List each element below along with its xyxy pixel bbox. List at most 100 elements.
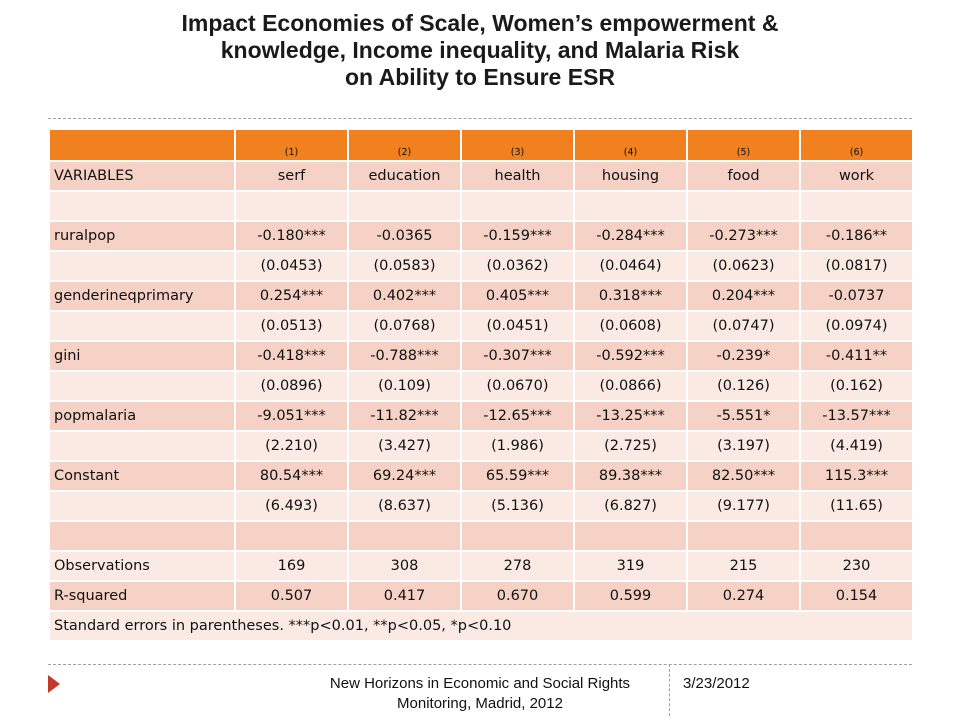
value-cell: (4.419) <box>799 430 914 462</box>
model-number-cell: (4) <box>573 128 688 162</box>
table-row: R-squared 0.507 0.417 0.670 0.599 0.274 0.154 <box>48 580 914 612</box>
value-cell <box>460 190 575 222</box>
value-cell: 0.670 <box>460 580 575 612</box>
value-cell: 0.274 <box>686 580 801 612</box>
table-row: gini -0.418*** -0.788*** -0.307*** -0.592***… <box>48 340 914 372</box>
value-cell: 0.417 <box>347 580 462 612</box>
value-cell: -5.551* <box>686 400 801 432</box>
value-cell: (0.162) <box>799 370 914 402</box>
value-cell: (0.0451) <box>460 310 575 342</box>
value-cell: -13.25*** <box>573 400 688 432</box>
value-cell <box>686 520 801 552</box>
value-cell: -0.307*** <box>460 340 575 372</box>
footer-arrow-icon <box>48 675 60 693</box>
value-cell <box>573 190 688 222</box>
value-cell: (0.0896) <box>234 370 349 402</box>
value-cell <box>799 190 914 222</box>
value-cell: -0.418*** <box>234 340 349 372</box>
value-cell: -9.051*** <box>234 400 349 432</box>
value-cell: (0.0608) <box>573 310 688 342</box>
column-header: health <box>460 160 575 192</box>
model-number-cell: (2) <box>347 128 462 162</box>
variable-name-cell <box>48 310 236 342</box>
value-cell: 69.24*** <box>347 460 462 492</box>
value-cell <box>234 190 349 222</box>
value-cell: (5.136) <box>460 490 575 522</box>
model-number-cell: (3) <box>460 128 575 162</box>
value-cell: -0.0737 <box>799 280 914 312</box>
value-cell: (0.0974) <box>799 310 914 342</box>
value-cell: -0.239* <box>686 340 801 372</box>
value-cell: 115.3*** <box>799 460 914 492</box>
variable-name-cell <box>48 490 236 522</box>
model-number-row: (1) (2) (3) (4) (5) (6) <box>48 128 914 162</box>
value-cell: -11.82*** <box>347 400 462 432</box>
column-header: work <box>799 160 914 192</box>
table-row: (0.0513) (0.0768) (0.0451) (0.0608) (0.0747)… <box>48 310 914 342</box>
variables-header: VARIABLES <box>48 160 236 192</box>
value-cell: (6.493) <box>234 490 349 522</box>
value-cell: (1.986) <box>460 430 575 462</box>
value-cell: 308 <box>347 550 462 582</box>
value-cell: 0.402*** <box>347 280 462 312</box>
table-row <box>48 520 914 552</box>
variable-name-cell: Observations <box>48 550 236 582</box>
value-cell: -0.788*** <box>347 340 462 372</box>
value-cell: 65.59*** <box>460 460 575 492</box>
variable-name-cell <box>48 190 236 222</box>
value-cell: 0.599 <box>573 580 688 612</box>
slide-title: Impact Economies of Scale, Women’s empow… <box>60 10 900 91</box>
value-cell: -13.57*** <box>799 400 914 432</box>
bottom-divider <box>48 664 912 665</box>
value-cell: -0.592*** <box>573 340 688 372</box>
value-cell: (8.637) <box>347 490 462 522</box>
table-row: (0.0453) (0.0583) (0.0362) (0.0464) (0.0623)… <box>48 250 914 282</box>
value-cell: (0.0623) <box>686 250 801 282</box>
value-cell: (3.197) <box>686 430 801 462</box>
table-note-row: Standard errors in parentheses. ***p<0.0… <box>48 610 914 642</box>
value-cell: -0.284*** <box>573 220 688 252</box>
model-number-cell: (6) <box>799 128 914 162</box>
value-cell: (0.0464) <box>573 250 688 282</box>
table-row: (0.0896) (0.109) (0.0670) (0.0866) (0.126) (0… <box>48 370 914 402</box>
value-cell: 0.507 <box>234 580 349 612</box>
title-line-3: on Ability to Ensure ESR <box>344 64 616 90</box>
value-cell: -0.186** <box>799 220 914 252</box>
variable-name-cell: R-squared <box>48 580 236 612</box>
column-header: education <box>347 160 462 192</box>
value-cell: -12.65*** <box>460 400 575 432</box>
value-cell <box>347 520 462 552</box>
footer-line-1: New Horizons in Economic and Social Righ… <box>329 675 631 692</box>
value-cell <box>347 190 462 222</box>
value-cell: 230 <box>799 550 914 582</box>
table-row: genderineqprimary 0.254*** 0.402*** 0.405**… <box>48 280 914 312</box>
value-cell: (0.0670) <box>460 370 575 402</box>
variable-name-cell <box>48 520 236 552</box>
model-number-cell <box>48 128 236 162</box>
column-header: serf <box>234 160 349 192</box>
value-cell <box>686 190 801 222</box>
column-header: food <box>686 160 801 192</box>
value-cell: (0.0513) <box>234 310 349 342</box>
value-cell: (0.109) <box>347 370 462 402</box>
value-cell: (0.0817) <box>799 250 914 282</box>
variable-name-cell: genderineqprimary <box>48 280 236 312</box>
value-cell: 0.405*** <box>460 280 575 312</box>
value-cell: (0.0747) <box>686 310 801 342</box>
value-cell: (0.0866) <box>573 370 688 402</box>
value-cell: (11.65) <box>799 490 914 522</box>
value-cell: 169 <box>234 550 349 582</box>
table-row: (2.210) (3.427) (1.986) (2.725) (3.197) (4.41… <box>48 430 914 462</box>
footer-separator <box>669 664 670 716</box>
model-number-cell: (1) <box>234 128 349 162</box>
value-cell: 82.50*** <box>686 460 801 492</box>
value-cell: -0.159*** <box>460 220 575 252</box>
variable-name-cell: gini <box>48 340 236 372</box>
value-cell: (2.725) <box>573 430 688 462</box>
regression-table: (1) (2) (3) (4) (5) (6) VARIABLES serf education… <box>48 128 914 642</box>
value-cell <box>460 520 575 552</box>
variable-name-cell <box>48 370 236 402</box>
value-cell: (9.177) <box>686 490 801 522</box>
table-row: ruralpop -0.180*** -0.0365 -0.159*** -0.284*… <box>48 220 914 252</box>
value-cell: 215 <box>686 550 801 582</box>
